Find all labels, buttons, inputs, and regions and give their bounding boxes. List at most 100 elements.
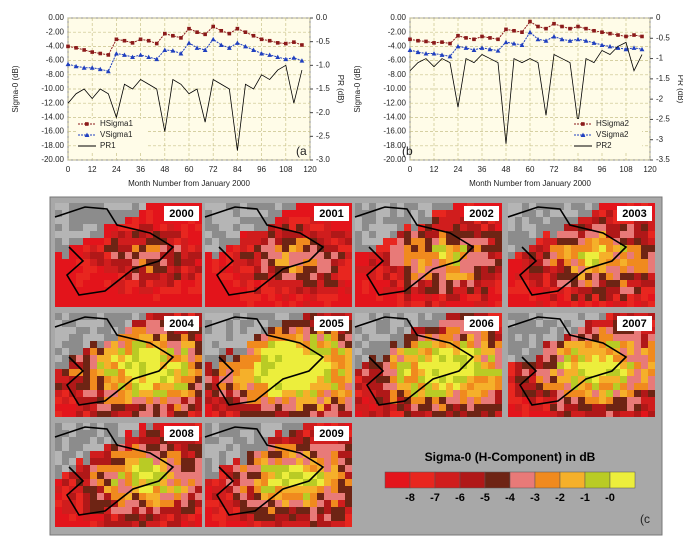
map-cell xyxy=(167,273,174,280)
map-cell xyxy=(240,521,247,527)
map-cell xyxy=(453,320,460,327)
map-cell xyxy=(160,514,167,521)
map-cell xyxy=(55,273,62,280)
map-cell xyxy=(345,397,352,404)
map-cell xyxy=(97,500,104,507)
map-cell xyxy=(369,259,376,266)
map-cell xyxy=(585,320,592,327)
map-cell xyxy=(543,259,550,266)
map-cell xyxy=(446,238,453,245)
map-cell xyxy=(606,404,613,411)
map-cell xyxy=(90,486,97,493)
map-cell xyxy=(317,301,324,307)
map-cell xyxy=(338,514,345,521)
map-cell xyxy=(543,238,550,245)
map-cell xyxy=(146,203,153,210)
map-cell xyxy=(254,444,261,451)
map-cell xyxy=(282,411,289,417)
map-cell xyxy=(111,472,118,479)
map-cell xyxy=(460,341,467,348)
map-cell xyxy=(324,369,331,376)
map-cell xyxy=(411,259,418,266)
map-cell xyxy=(536,273,543,280)
map-cell xyxy=(571,411,578,417)
map-cell xyxy=(536,210,543,217)
map-cell xyxy=(404,301,411,307)
map-cell xyxy=(404,383,411,390)
map-cell xyxy=(69,217,76,224)
map-cell xyxy=(592,320,599,327)
map-cell xyxy=(432,294,439,301)
map-cell xyxy=(481,404,488,411)
map-cell xyxy=(571,376,578,383)
map-cell xyxy=(578,203,585,210)
map-cell xyxy=(132,437,139,444)
map-cell xyxy=(167,259,174,266)
map-cell xyxy=(174,383,181,390)
map-cell xyxy=(254,514,261,521)
map-cell xyxy=(474,411,481,417)
map-cell xyxy=(564,348,571,355)
map-cell xyxy=(55,355,62,362)
map-cell xyxy=(418,355,425,362)
map-cell xyxy=(578,320,585,327)
map-cell xyxy=(599,411,606,417)
map-cell xyxy=(585,348,592,355)
map-cell xyxy=(125,465,132,472)
map-cell xyxy=(439,301,446,307)
map-cell xyxy=(268,500,275,507)
map-cell xyxy=(289,280,296,287)
map-cell xyxy=(118,210,125,217)
map-cell xyxy=(446,252,453,259)
map-cell xyxy=(153,383,160,390)
map-cell xyxy=(55,423,62,430)
map-cell xyxy=(188,273,195,280)
x-tick-label: 48 xyxy=(502,165,511,174)
map-cell xyxy=(362,313,369,320)
map-cell xyxy=(125,451,132,458)
map-cell xyxy=(205,245,212,252)
map-cell xyxy=(233,280,240,287)
map-cell xyxy=(627,224,634,231)
map-cell xyxy=(296,493,303,500)
map-cell xyxy=(303,294,310,301)
map-cell xyxy=(174,301,181,307)
map-cell xyxy=(254,348,261,355)
map-cell xyxy=(205,493,212,500)
map-cell xyxy=(338,383,345,390)
map-cell xyxy=(261,493,268,500)
map-cell xyxy=(275,404,282,411)
map-cell xyxy=(345,238,352,245)
map-cell xyxy=(174,458,181,465)
map-cell xyxy=(453,294,460,301)
map-cell xyxy=(529,327,536,334)
map-cell xyxy=(446,294,453,301)
map-cell xyxy=(599,238,606,245)
map-cell xyxy=(195,486,202,493)
map-cell xyxy=(174,273,181,280)
map-cell xyxy=(132,287,139,294)
map-cell xyxy=(174,259,181,266)
map-panel: 2002 xyxy=(355,203,502,307)
map-cell xyxy=(97,521,104,527)
map-cell xyxy=(550,390,557,397)
map-cell xyxy=(219,514,226,521)
map-cell xyxy=(425,217,432,224)
map-cell xyxy=(324,224,331,231)
map-cell xyxy=(620,397,627,404)
map-cell xyxy=(550,320,557,327)
map-cell xyxy=(181,376,188,383)
map-cell xyxy=(432,313,439,320)
map-cell xyxy=(69,348,76,355)
map-cell xyxy=(240,341,247,348)
map-cell xyxy=(599,266,606,273)
colorbar-cell xyxy=(510,472,535,488)
y-tick-label: -10.00 xyxy=(41,84,64,93)
map-cell xyxy=(613,390,620,397)
map-cell xyxy=(404,355,411,362)
map-cell xyxy=(132,404,139,411)
map-cell xyxy=(90,294,97,301)
map-cell xyxy=(62,465,69,472)
map-cell xyxy=(282,514,289,521)
map-cell xyxy=(488,301,495,307)
